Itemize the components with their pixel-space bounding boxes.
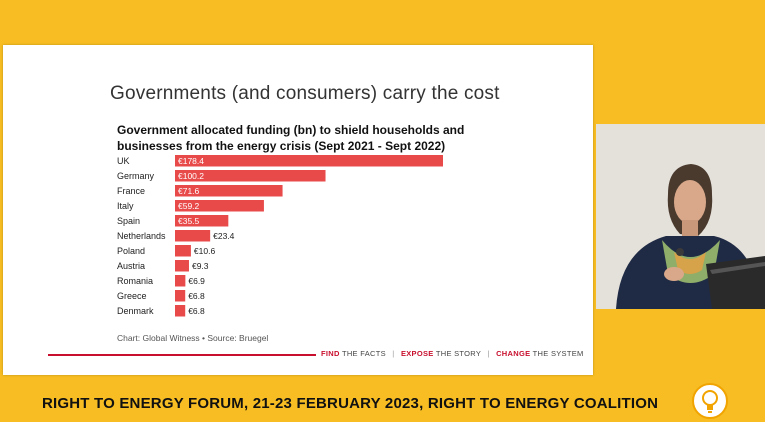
category-label-netherlands: Netherlands: [117, 231, 166, 241]
tagline-find: FIND: [321, 349, 340, 358]
bar-germany: [175, 170, 326, 182]
bar-denmark: [175, 305, 186, 317]
slide-title: Governments (and consumers) carry the co…: [110, 83, 500, 104]
tagline: FIND THE FACTS | EXPOSE THE STORY | CHAN…: [321, 349, 584, 358]
red-divider-line: [48, 354, 316, 356]
bar-spain: [175, 215, 229, 227]
tagline-separator: |: [487, 349, 490, 358]
event-banner-text: RIGHT TO ENERGY FORUM, 21-23 FEBRUARY 20…: [42, 395, 659, 412]
category-label-spain: Spain: [117, 216, 140, 226]
value-label-france: €71.6: [178, 186, 200, 196]
value-label-germany: €100.2: [178, 171, 204, 181]
bar-greece: [175, 290, 186, 302]
tagline-change: CHANGE: [496, 349, 531, 358]
category-label-italy: Italy: [117, 201, 134, 211]
value-label-denmark: €6.8: [188, 306, 205, 316]
value-label-romania: €6.9: [188, 276, 205, 286]
bar-romania: [175, 275, 186, 287]
tagline-system: THE SYSTEM: [530, 349, 584, 358]
speaker-video: [596, 124, 765, 309]
tagline-story: THE STORY: [433, 349, 482, 358]
coalition-logo: [692, 383, 728, 419]
bar-austria: [175, 260, 189, 272]
speaker-image: [596, 124, 765, 309]
tagline-facts: THE FACTS: [339, 349, 386, 358]
bar-poland: [175, 245, 191, 257]
category-label-greece: Greece: [117, 291, 147, 301]
category-label-denmark: Denmark: [117, 306, 154, 316]
value-label-spain: €35.5: [178, 216, 200, 226]
value-label-poland: €10.6: [194, 246, 216, 256]
value-label-greece: €6.8: [188, 291, 205, 301]
category-label-germany: Germany: [117, 171, 155, 181]
top-band: [0, 0, 765, 42]
value-label-austria: €9.3: [192, 261, 209, 271]
lightbulb-icon: [702, 390, 718, 413]
category-label-france: France: [117, 186, 145, 196]
bar-italy: [175, 200, 264, 212]
presentation-slide: Governments (and consumers) carry the co…: [3, 45, 593, 375]
value-label-uk: €178.4: [178, 156, 204, 166]
bar-france: [175, 185, 283, 197]
category-label-uk: UK: [117, 156, 130, 166]
category-label-romania: Romania: [117, 276, 153, 286]
category-label-austria: Austria: [117, 261, 145, 271]
chart-title: Government allocated funding (bn) to shi…: [117, 123, 465, 153]
value-label-italy: €59.2: [178, 201, 200, 211]
value-label-netherlands: €23.4: [213, 231, 235, 241]
category-label-poland: Poland: [117, 246, 145, 256]
bar-uk: [175, 155, 443, 167]
chart-source: Chart: Global Witness • Source: Bruegel: [117, 333, 269, 343]
tagline-separator: |: [392, 349, 395, 358]
bar-chart: UK €178.4 Germany €100.2 France €71.6 Italy €59…: [117, 155, 443, 317]
bar-netherlands: [175, 230, 211, 242]
tagline-expose: EXPOSE: [400, 349, 434, 358]
